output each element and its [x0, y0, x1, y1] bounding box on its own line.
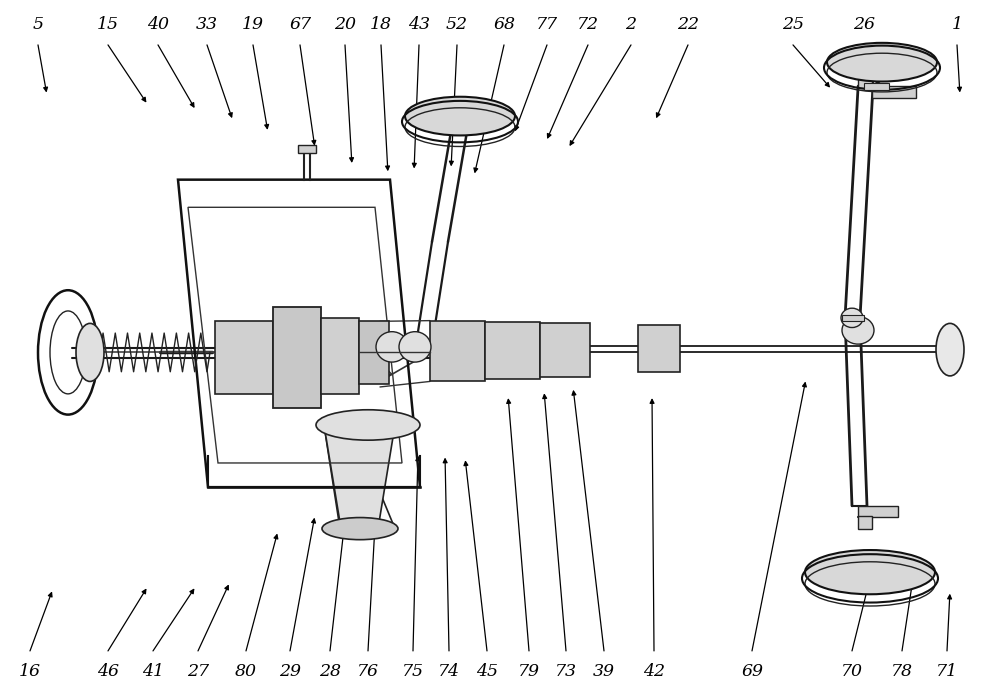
- Text: 16: 16: [19, 663, 41, 680]
- Text: 29: 29: [279, 663, 301, 680]
- Bar: [298, 145, 316, 153]
- Ellipse shape: [936, 323, 964, 376]
- Bar: [215, 321, 273, 394]
- Text: 2: 2: [626, 16, 637, 32]
- Text: 40: 40: [147, 16, 169, 32]
- Text: 46: 46: [97, 663, 119, 680]
- Bar: [430, 321, 485, 381]
- Text: 42: 42: [643, 663, 665, 680]
- Text: 76: 76: [357, 663, 379, 680]
- Text: 69: 69: [741, 663, 763, 680]
- Text: 20: 20: [334, 16, 356, 32]
- Bar: [638, 325, 680, 372]
- Bar: [321, 318, 359, 394]
- Text: 77: 77: [536, 16, 558, 32]
- Text: 26: 26: [853, 16, 875, 32]
- Text: 80: 80: [235, 663, 257, 680]
- Ellipse shape: [805, 550, 935, 594]
- Bar: [273, 307, 321, 408]
- Text: 74: 74: [438, 663, 460, 680]
- Text: 73: 73: [555, 663, 577, 680]
- Text: 1: 1: [952, 16, 962, 32]
- Ellipse shape: [76, 323, 104, 381]
- Text: 27: 27: [187, 663, 209, 680]
- Ellipse shape: [841, 308, 863, 328]
- Bar: [858, 73, 872, 88]
- Bar: [872, 86, 916, 98]
- Ellipse shape: [322, 518, 398, 540]
- Text: 5: 5: [32, 16, 44, 32]
- Text: 78: 78: [891, 663, 913, 680]
- Text: 15: 15: [97, 16, 119, 32]
- Text: 39: 39: [593, 663, 615, 680]
- Text: 67: 67: [289, 16, 311, 32]
- Text: 18: 18: [370, 16, 392, 32]
- Polygon shape: [324, 425, 395, 529]
- Bar: [842, 315, 864, 321]
- Bar: [359, 321, 389, 384]
- Bar: [540, 323, 590, 377]
- Text: 70: 70: [841, 663, 863, 680]
- Text: 28: 28: [319, 663, 341, 680]
- Bar: [864, 83, 889, 90]
- Ellipse shape: [399, 332, 431, 362]
- Bar: [858, 516, 872, 529]
- Text: 41: 41: [142, 663, 164, 680]
- Ellipse shape: [405, 97, 515, 135]
- Text: 72: 72: [577, 16, 599, 32]
- Text: 68: 68: [493, 16, 515, 32]
- Text: 19: 19: [242, 16, 264, 32]
- Text: 75: 75: [402, 663, 424, 680]
- Text: 33: 33: [196, 16, 218, 32]
- Bar: [858, 506, 898, 517]
- Text: 52: 52: [446, 16, 468, 32]
- Text: 22: 22: [677, 16, 699, 32]
- Text: 71: 71: [936, 663, 958, 680]
- Text: 45: 45: [476, 663, 498, 680]
- Text: 43: 43: [408, 16, 430, 32]
- Text: 25: 25: [782, 16, 804, 32]
- Ellipse shape: [376, 332, 408, 362]
- Ellipse shape: [842, 316, 874, 344]
- Text: 79: 79: [518, 663, 540, 680]
- Bar: [485, 322, 540, 379]
- Ellipse shape: [827, 43, 937, 82]
- Ellipse shape: [316, 410, 420, 440]
